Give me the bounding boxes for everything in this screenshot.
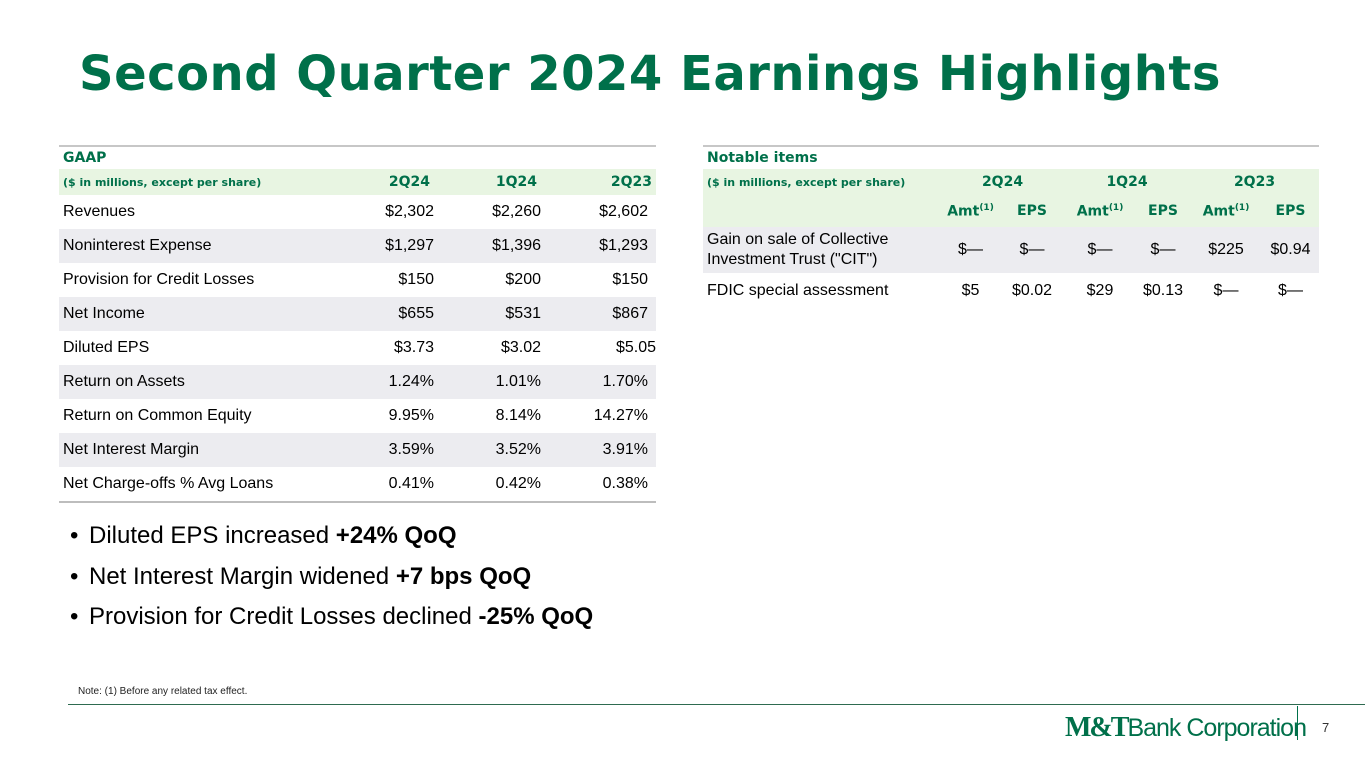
- row-label: Net Interest Margin: [59, 433, 348, 467]
- table-row: Net Charge-offs % Avg Loans 0.41% 0.42% …: [59, 467, 656, 503]
- cell-value: $150: [398, 271, 434, 288]
- company-logo: M&TBank Corporation: [1065, 712, 1307, 743]
- cell-value: $3.73: [393, 339, 434, 356]
- gaap-heading: GAAP: [63, 150, 107, 166]
- table-row: Provision for Credit Losses $150 $200 $1…: [59, 263, 656, 297]
- cell-value: $150: [612, 271, 648, 288]
- cell-value: 3.91%: [541, 433, 648, 467]
- table-row: Gain on sale of Collective Investment Tr…: [703, 227, 1319, 273]
- notable-unit-label: ($ in millions, except per share): [703, 169, 941, 195]
- cell-value: $2,260: [492, 203, 541, 220]
- cell-value: $—: [1278, 282, 1303, 299]
- cell-value: $—: [941, 227, 1000, 273]
- logo-separator: [1297, 706, 1298, 740]
- list-item: • Diluted EPS increased +24% QoQ: [70, 522, 457, 549]
- page-title: Second Quarter 2024 Earnings Highlights: [79, 46, 1221, 102]
- notable-items-table: Notable items ($ in millions, except per…: [703, 145, 1319, 309]
- highlights-list: • Diluted EPS increased +24% QoQ • Net Int…: [70, 518, 593, 640]
- row-label: FDIC special assessment: [707, 282, 889, 299]
- table-row: Return on Common Equity 9.95% 8.14% 14.2…: [59, 399, 656, 433]
- table-row: Net Income $655 $531 $867: [59, 297, 656, 331]
- row-label: Return on Assets: [59, 365, 348, 399]
- cell-value: 1.70%: [541, 365, 648, 399]
- notable-heading-row: Notable items: [703, 146, 1319, 169]
- cell-value: 0.38%: [541, 467, 648, 503]
- notable-col-header: 2Q23: [1190, 169, 1319, 195]
- notable-heading: Notable items: [707, 150, 818, 166]
- cell-value: $—: [1064, 227, 1136, 273]
- amt-subheader: Amt(1): [1064, 195, 1136, 227]
- cell-value: $1,396: [434, 229, 541, 263]
- table-row: Return on Assets 1.24% 1.01% 1.70%: [59, 365, 656, 399]
- notable-subheader-row: Amt(1) EPS Amt(1) EPS Amt(1) EPS: [703, 195, 1319, 227]
- gaap-col-header: 2Q23: [541, 169, 656, 195]
- cell-value: 1.01%: [434, 365, 541, 399]
- gaap-column-header-row: ($ in millions, except per share) 2Q24 1…: [59, 169, 656, 195]
- gaap-unit-label: ($ in millions, except per share): [59, 169, 348, 195]
- row-label: Diluted EPS: [63, 339, 150, 356]
- cell-value: $2,602: [599, 203, 648, 220]
- table-row: FDIC special assessment $5 $0.02 $29 $0.…: [703, 273, 1319, 309]
- cell-value: 8.14%: [495, 407, 541, 424]
- cell-value: 14.27%: [593, 407, 648, 424]
- cell-value: $29: [1086, 282, 1114, 299]
- row-label: Noninterest Expense: [59, 229, 348, 263]
- cell-value: $867: [541, 297, 648, 331]
- row-label: Revenues: [63, 203, 136, 220]
- cell-value: 0.41%: [348, 467, 434, 503]
- cell-value: $5.05: [615, 339, 656, 356]
- cell-value: 1.24%: [348, 365, 434, 399]
- notable-column-header-row: ($ in millions, except per share) 2Q24 1…: [703, 169, 1319, 195]
- cell-value: $655: [348, 297, 434, 331]
- amt-subheader: Amt(1): [941, 195, 1000, 227]
- cell-value: $1,297: [348, 229, 434, 263]
- gaap-table: GAAP ($ in millions, except per share) 2…: [59, 145, 656, 503]
- table-row: Diluted EPS $3.73 $3.02 $5.05: [59, 331, 656, 365]
- notable-col-header: 1Q24: [1064, 169, 1190, 195]
- cell-value: 3.59%: [348, 433, 434, 467]
- gaap-col-header: 1Q24: [434, 169, 541, 195]
- row-label: Net Income: [59, 297, 348, 331]
- row-label: Return on Common Equity: [63, 407, 252, 424]
- eps-subheader: EPS: [1136, 195, 1190, 227]
- gaap-col-header: 2Q24: [348, 169, 434, 195]
- row-label: Gain on sale of Collective Investment Tr…: [703, 227, 941, 273]
- eps-subheader: EPS: [1262, 195, 1319, 227]
- cell-value: 9.95%: [388, 407, 434, 424]
- page-number: 7: [1322, 720, 1330, 735]
- cell-value: $531: [434, 297, 541, 331]
- row-label: Provision for Credit Losses: [63, 271, 255, 288]
- list-item: • Provision for Credit Losses declined -2…: [70, 603, 594, 630]
- cell-value: $0.13: [1142, 282, 1184, 299]
- amt-subheader: Amt(1): [1190, 195, 1262, 227]
- cell-value: $—: [1213, 282, 1239, 299]
- cell-value: 3.52%: [434, 433, 541, 467]
- cell-value: $225: [1190, 227, 1262, 273]
- gaap-heading-row: GAAP: [59, 146, 656, 169]
- footer-divider: [68, 704, 1365, 705]
- cell-value: $3.02: [500, 339, 541, 356]
- cell-value: $5: [961, 282, 980, 299]
- cell-value: $—: [1136, 227, 1190, 273]
- eps-subheader: EPS: [1000, 195, 1064, 227]
- footnote: Note: (1) Before any related tax effect.: [78, 686, 248, 697]
- cell-value: $—: [1000, 227, 1064, 273]
- cell-value: $0.94: [1262, 227, 1319, 273]
- list-item: • Net Interest Margin widened +7 bps QoQ: [70, 562, 532, 590]
- notable-col-header: 2Q24: [941, 169, 1064, 195]
- table-row: Noninterest Expense $1,297 $1,396 $1,293: [59, 229, 656, 263]
- cell-value: $2,302: [385, 203, 434, 220]
- table-row: Net Interest Margin 3.59% 3.52% 3.91%: [59, 433, 656, 467]
- cell-value: 0.42%: [434, 467, 541, 503]
- cell-value: $200: [505, 271, 541, 288]
- table-row: Revenues $2,302 $2,260 $2,602: [59, 195, 656, 229]
- row-label: Net Charge-offs % Avg Loans: [59, 467, 348, 503]
- cell-value: $1,293: [541, 229, 648, 263]
- cell-value: $0.02: [1011, 282, 1053, 299]
